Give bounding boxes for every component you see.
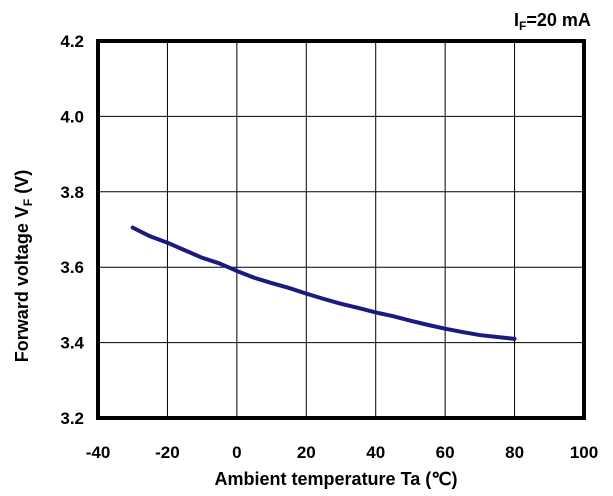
x-tick-label: 100 (570, 443, 598, 462)
x-tick-label: -40 (86, 443, 111, 462)
y-axis-label-subscript: F (21, 199, 35, 206)
y-tick-label: 4.0 (60, 107, 84, 126)
series-line (130, 225, 517, 341)
x-axis-label: Ambient temperature Ta (℃) (215, 469, 458, 489)
x-tick-label: 20 (297, 443, 316, 462)
condition-value: =20 mA (526, 10, 591, 30)
data-series (130, 225, 517, 341)
condition-label: IF=20 mA (514, 10, 591, 33)
y-axis-label-suffix: (V) (12, 170, 32, 199)
x-tick-label: 60 (436, 443, 455, 462)
x-tick-label: 40 (366, 443, 385, 462)
y-tick-label: 3.2 (60, 409, 84, 428)
x-tick-label: 80 (505, 443, 524, 462)
y-tick-label: 3.4 (60, 334, 84, 353)
x-tick-label: -20 (155, 443, 180, 462)
x-tick-label: 0 (232, 443, 241, 462)
condition-subscript: F (519, 19, 526, 33)
y-tick-label: 3.8 (60, 183, 84, 202)
plot-frame (96, 39, 586, 420)
y-tick-label: 4.2 (60, 32, 84, 51)
grid-lines (98, 41, 584, 418)
y-axis-label-prefix: Forward voltage V (12, 206, 32, 362)
x-tick-labels: -40 -20 0 20 40 60 80 100 (86, 443, 598, 462)
y-tick-labels: 3.2 3.4 3.6 3.8 4.0 4.2 (60, 32, 84, 428)
y-axis-label: Forward voltage VF (V) (12, 170, 35, 362)
y-tick-label: 3.6 (60, 258, 84, 277)
condition-symbol: I (514, 10, 519, 30)
